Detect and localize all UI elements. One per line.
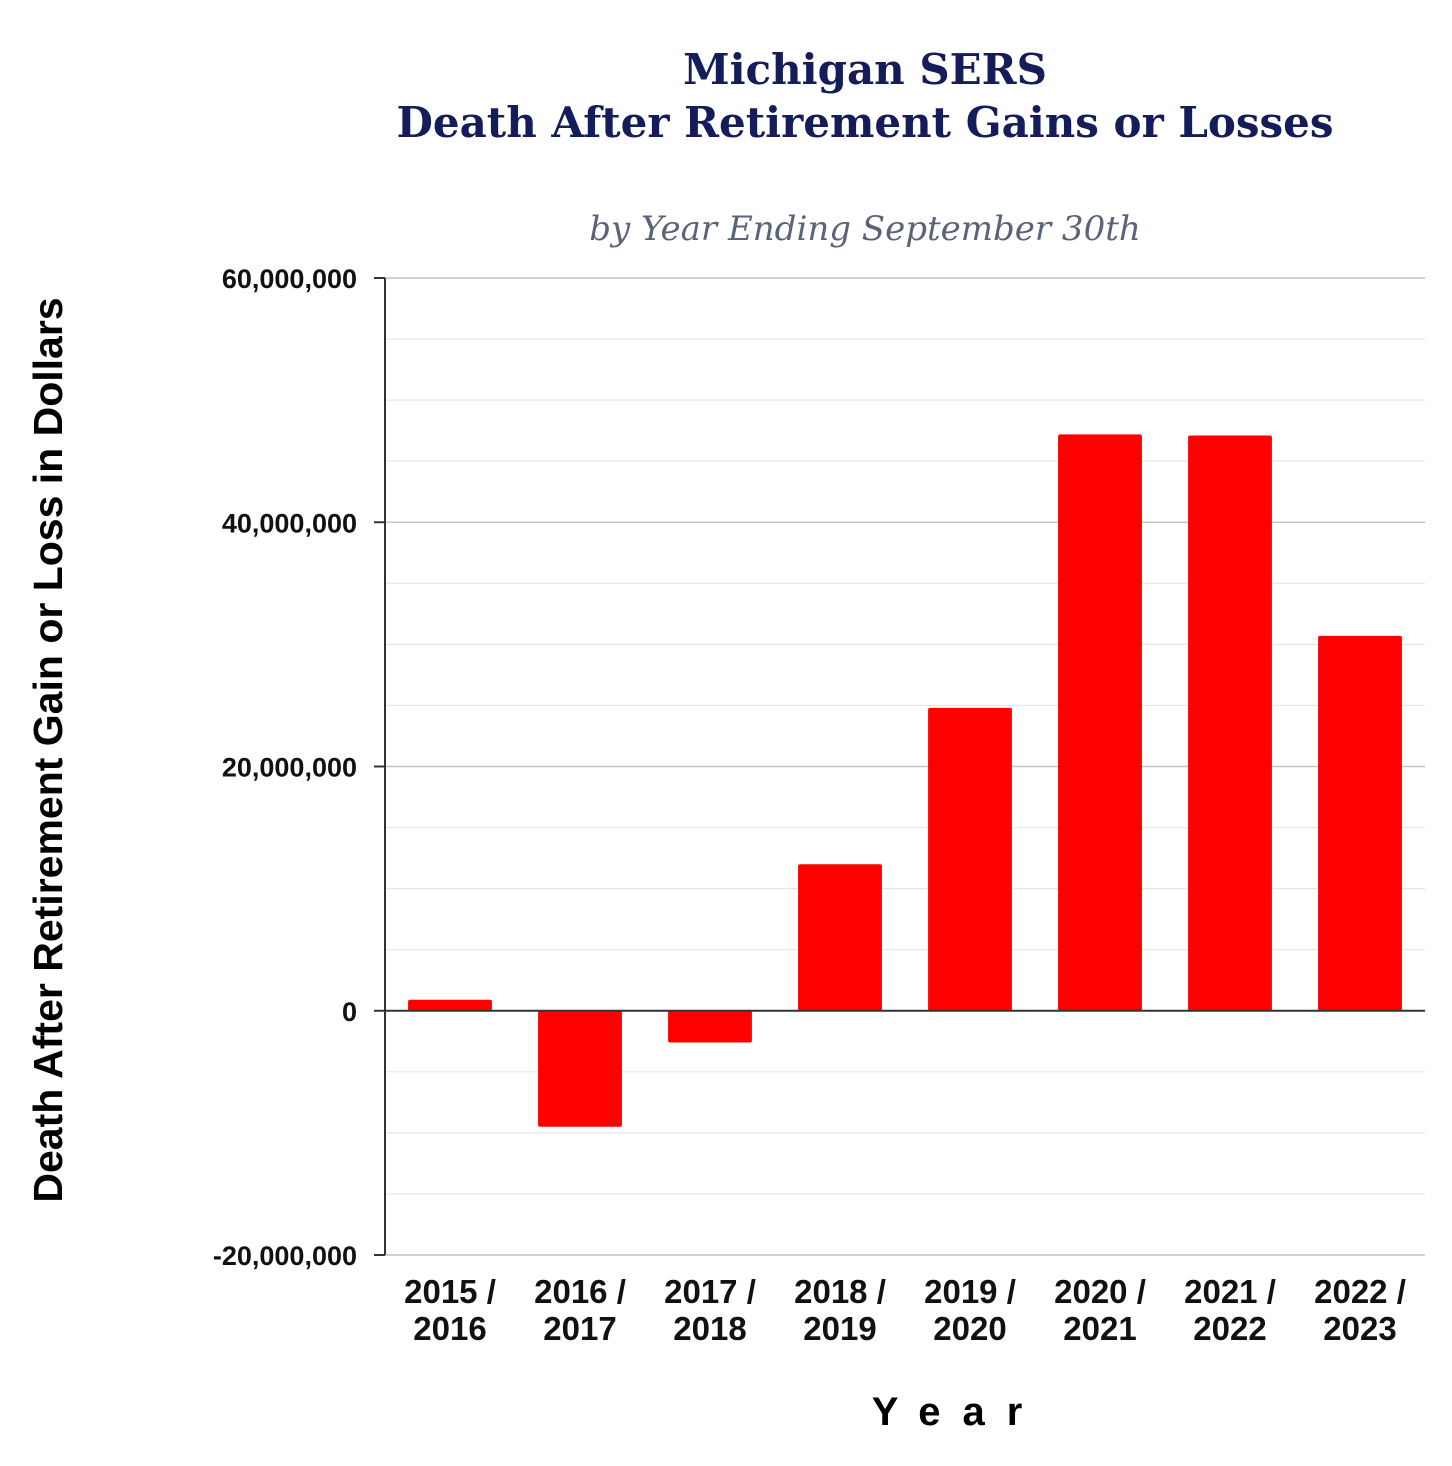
y-tick-labels: 60,000,000 40,000,000 20,000,000 0 -20,000,0… — [213, 264, 357, 1271]
chart-title-line-2: Death After Retirement Gains or Losses — [396, 98, 1333, 147]
axes — [374, 277, 1425, 1256]
bar-2 — [668, 1010, 752, 1043]
x-tick-label: 2017 / — [664, 1273, 756, 1310]
bar-0 — [408, 999, 492, 1011]
bar-7 — [1318, 635, 1402, 1011]
x-tick-label: 2015 / — [404, 1273, 496, 1310]
x-tick-label: 2023 — [1323, 1310, 1396, 1347]
y-tick-label: -20,000,000 — [213, 1241, 357, 1271]
x-tick-label: 2020 / — [1054, 1273, 1146, 1310]
x-tick-label: 2021 — [1063, 1310, 1136, 1347]
x-tick-label: 2016 — [413, 1310, 486, 1347]
bar-3 — [798, 864, 882, 1011]
chart-title-line-1: Michigan SERS — [683, 45, 1047, 94]
bar-6 — [1188, 435, 1272, 1011]
bar-1 — [538, 1010, 622, 1127]
x-tick-label: 2022 / — [1314, 1273, 1406, 1310]
x-tick-label: 2022 — [1193, 1310, 1266, 1347]
x-tick-label: 2016 / — [534, 1273, 626, 1310]
bar-series — [408, 434, 1402, 1127]
y-axis-label: Death After Retirement Gain or Loss in D… — [25, 297, 71, 1202]
x-tick-label: 2019 / — [924, 1273, 1016, 1310]
x-tick-label: 2019 — [803, 1310, 876, 1347]
x-tick-label: 2018 — [673, 1310, 746, 1347]
bar-4 — [928, 707, 1012, 1011]
bar-5 — [1058, 434, 1142, 1011]
chart-titles: Michigan SERS Death After Retirement Gai… — [396, 45, 1333, 249]
y-tick-label: 40,000,000 — [222, 508, 357, 538]
x-tick-label: 2018 / — [794, 1273, 886, 1310]
x-tick-label: 2021 / — [1184, 1273, 1276, 1310]
x-tick-label: 2020 — [933, 1310, 1006, 1347]
x-tick-label: 2017 — [543, 1310, 616, 1347]
y-tick-label: 0 — [342, 997, 357, 1027]
y-tick-label: 20,000,000 — [222, 753, 357, 783]
y-tick-label: 60,000,000 — [222, 264, 357, 294]
x-axis-label: Year — [872, 1390, 1045, 1434]
chart-subtitle: by Year Ending September 30th — [589, 209, 1141, 249]
